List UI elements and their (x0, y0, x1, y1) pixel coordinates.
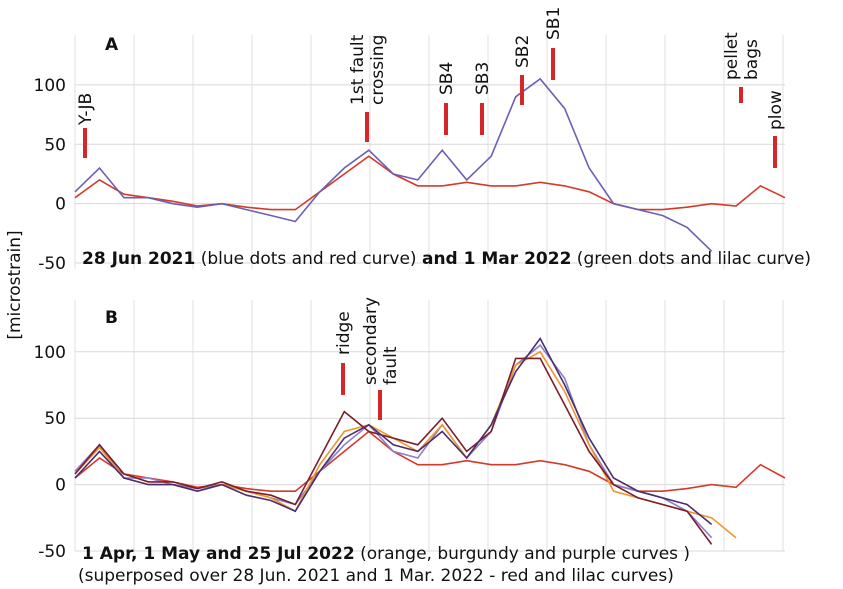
annotation: crossing (368, 35, 388, 105)
annotation-marker (378, 390, 382, 420)
annotation: 1st fault (348, 34, 368, 105)
annotation-marker (773, 136, 777, 168)
caption: 1 Apr, 1 May and 25 Jul 2022 (orange, bu… (82, 544, 690, 564)
line-series (74, 430, 786, 492)
line-series (74, 350, 737, 539)
annotation: ridge (334, 311, 354, 355)
annotation-marker (520, 75, 524, 105)
annotation: SB3 (473, 62, 493, 95)
annotation: SB1 (544, 7, 564, 40)
line-series (74, 344, 713, 539)
caption-part: 28 Jun 2021 (82, 249, 195, 269)
caption-part: (green dots and lilac curve) (571, 249, 811, 269)
y-tick-label: -50 (38, 542, 66, 562)
annotation-marker (551, 48, 555, 80)
caption-part: 1 Apr, 1 May and 25 Jul 2022 (82, 544, 355, 564)
annotation: SB4 (437, 62, 457, 95)
panel-label: B (105, 308, 118, 328)
caption-part: (blue dots and red curve) (195, 249, 422, 269)
y-axis-label: [microstrain] (5, 230, 25, 339)
caption-part: and 1 Mar 2022 (422, 249, 571, 269)
annotation: fault (381, 346, 401, 385)
annotation: pellet (722, 32, 742, 80)
y-tick-label: 0 (55, 476, 66, 496)
caption-part: (orange, burgundy and purple curves ) (355, 544, 690, 564)
y-tick-label: 100 (34, 76, 66, 96)
annotation-marker (739, 87, 743, 103)
annotation: bags (742, 39, 762, 80)
annotation: secondary (361, 297, 381, 385)
y-tick-label: 100 (34, 343, 66, 363)
y-tick-label: 0 (55, 195, 66, 215)
annotation: Y-JB (76, 93, 96, 126)
caption: 28 Jun 2021 (blue dots and red curve) an… (82, 249, 811, 269)
annotation-marker (365, 112, 369, 142)
annotation: SB2 (513, 35, 533, 68)
annotation-marker (444, 103, 448, 135)
y-tick-label: 50 (44, 135, 66, 155)
line-series (74, 155, 786, 211)
annotation: plow (766, 90, 786, 130)
caption: (superposed over 28 Jun. 2021 and 1 Mar.… (78, 566, 674, 585)
annotation-marker (83, 128, 87, 158)
line-series (74, 77, 713, 252)
panel-label: A (105, 35, 119, 55)
annotation-marker (341, 363, 345, 395)
line-series (74, 336, 713, 526)
y-tick-label: 50 (44, 409, 66, 429)
annotation-marker (480, 103, 484, 135)
y-tick-label: -50 (38, 254, 66, 274)
line-series (74, 357, 713, 545)
